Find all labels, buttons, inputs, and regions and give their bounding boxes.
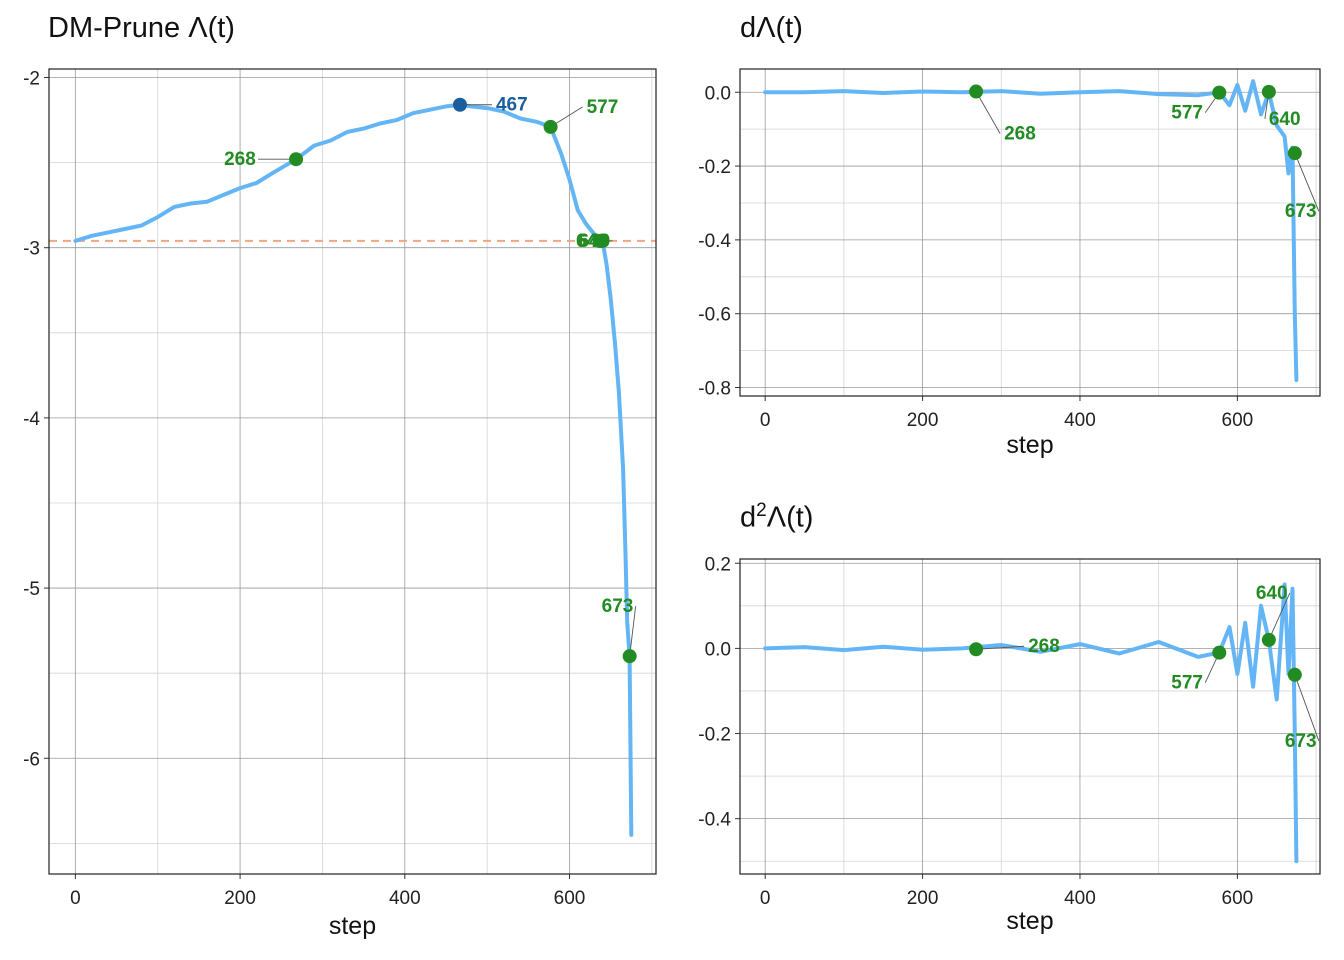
annotation-marker	[1287, 146, 1302, 161]
annotation-marker	[969, 84, 984, 99]
x-tick-label: 600	[1222, 888, 1254, 909]
annotation-label: 268	[224, 149, 256, 170]
series-line	[763, 582, 1299, 864]
main-title-lambda: Λ	[188, 12, 208, 44]
annotation-marker	[1212, 85, 1227, 100]
plot-area-border	[739, 558, 1321, 875]
d1-title-prefix: d	[740, 12, 757, 44]
annotation-leader-line	[629, 606, 637, 657]
annotation-marker	[622, 649, 637, 664]
x-tick-label: 200	[907, 410, 939, 431]
y-tick-label: -3	[23, 239, 40, 260]
annotation-label: 268	[1028, 636, 1060, 657]
d2-title-prefix: d	[740, 501, 757, 534]
d2-title-suffix: (t)	[786, 501, 814, 534]
annotation-label: 640	[1256, 583, 1288, 604]
y-tick-label: -0.4	[698, 231, 731, 252]
y-tick-label: -4	[23, 409, 40, 430]
annotation-marker	[1287, 667, 1302, 682]
main-title-suffix: (t)	[207, 12, 235, 44]
series-line	[73, 102, 634, 837]
x-tick-label: 0	[70, 888, 81, 909]
annotation-label: 640	[578, 231, 610, 252]
y-tick-label: -0.2	[698, 725, 731, 746]
d2-title-power: 2	[756, 500, 767, 521]
d1-title-suffix: (t)	[775, 12, 803, 44]
y-tick-label: -0.2	[698, 157, 731, 178]
annotation-leader-line	[1268, 592, 1291, 641]
first-derivative-chart-title: dΛ(t)	[740, 12, 803, 45]
plot-area-border	[739, 68, 1321, 397]
annotation-leader-line	[1294, 152, 1320, 212]
annotation-label: 577	[587, 97, 619, 118]
x-tick-label: 400	[1064, 410, 1096, 431]
y-tick-label: -0.6	[698, 305, 731, 326]
x-axis-label: step	[1006, 907, 1053, 935]
x-tick-label: 400	[389, 888, 421, 909]
annotation-marker	[289, 152, 304, 167]
annotation-label: 673	[1285, 201, 1317, 222]
main-title-prefix: DM-Prune	[48, 12, 189, 44]
x-tick-label: 0	[760, 888, 771, 909]
y-tick-label: -5	[23, 579, 40, 600]
annotation-marker	[452, 97, 467, 112]
y-tick-label: 0.0	[705, 639, 731, 660]
annotation-label: 577	[1171, 103, 1203, 124]
annotation-label: 673	[602, 596, 634, 617]
annotation-label: 640	[1269, 109, 1301, 130]
annotation-label: 467	[496, 95, 528, 116]
annotation-marker	[1261, 84, 1276, 99]
annotation-marker	[595, 233, 610, 248]
first-derivative-chart: 0 200 400 600 -0.8 -0.6 -0.4 -0.2 0.0 268 577 640 67…	[698, 68, 1321, 459]
x-tick-label: 400	[1064, 888, 1096, 909]
annotation-label: 673	[1285, 731, 1317, 752]
y-tick-label: -6	[23, 749, 40, 770]
annotation-leader-line	[975, 91, 1001, 134]
x-tick-label: 600	[1222, 410, 1254, 431]
second-derivative-chart: 0 200 400 600 -0.4 -0.2 0.0 0.2 268 577 640 673 step	[698, 554, 1321, 935]
annotation-label: 577	[1171, 673, 1203, 694]
x-axis-label: step	[1006, 431, 1053, 459]
main-chart-title: DM-Prune Λ(t)	[48, 12, 235, 45]
annotation-marker	[1212, 645, 1227, 660]
x-tick-label: 200	[907, 888, 939, 909]
annotation-leader-line	[976, 645, 1025, 650]
annotation-label: 268	[1004, 124, 1036, 145]
annotation-marker	[969, 642, 984, 657]
y-tick-label: -2	[23, 69, 40, 90]
d2-title-lambda: Λ	[766, 501, 787, 534]
x-tick-label: 600	[554, 888, 586, 909]
y-tick-label: -0.4	[698, 810, 731, 831]
y-tick-label: 0.0	[705, 83, 731, 104]
annotation-leader-line	[1294, 674, 1320, 741]
d1-title-lambda: Λ	[756, 12, 776, 44]
plot-area-border	[48, 68, 657, 875]
x-axis-label: step	[329, 912, 376, 940]
x-tick-label: 200	[224, 888, 256, 909]
y-tick-label: -0.8	[698, 379, 731, 400]
x-tick-label: 0	[760, 410, 771, 431]
y-tick-label: 0.2	[705, 554, 731, 575]
annotation-marker	[1261, 632, 1276, 647]
annotation-marker	[543, 119, 558, 134]
second-derivative-chart-title: d2Λ(t)	[740, 500, 813, 535]
